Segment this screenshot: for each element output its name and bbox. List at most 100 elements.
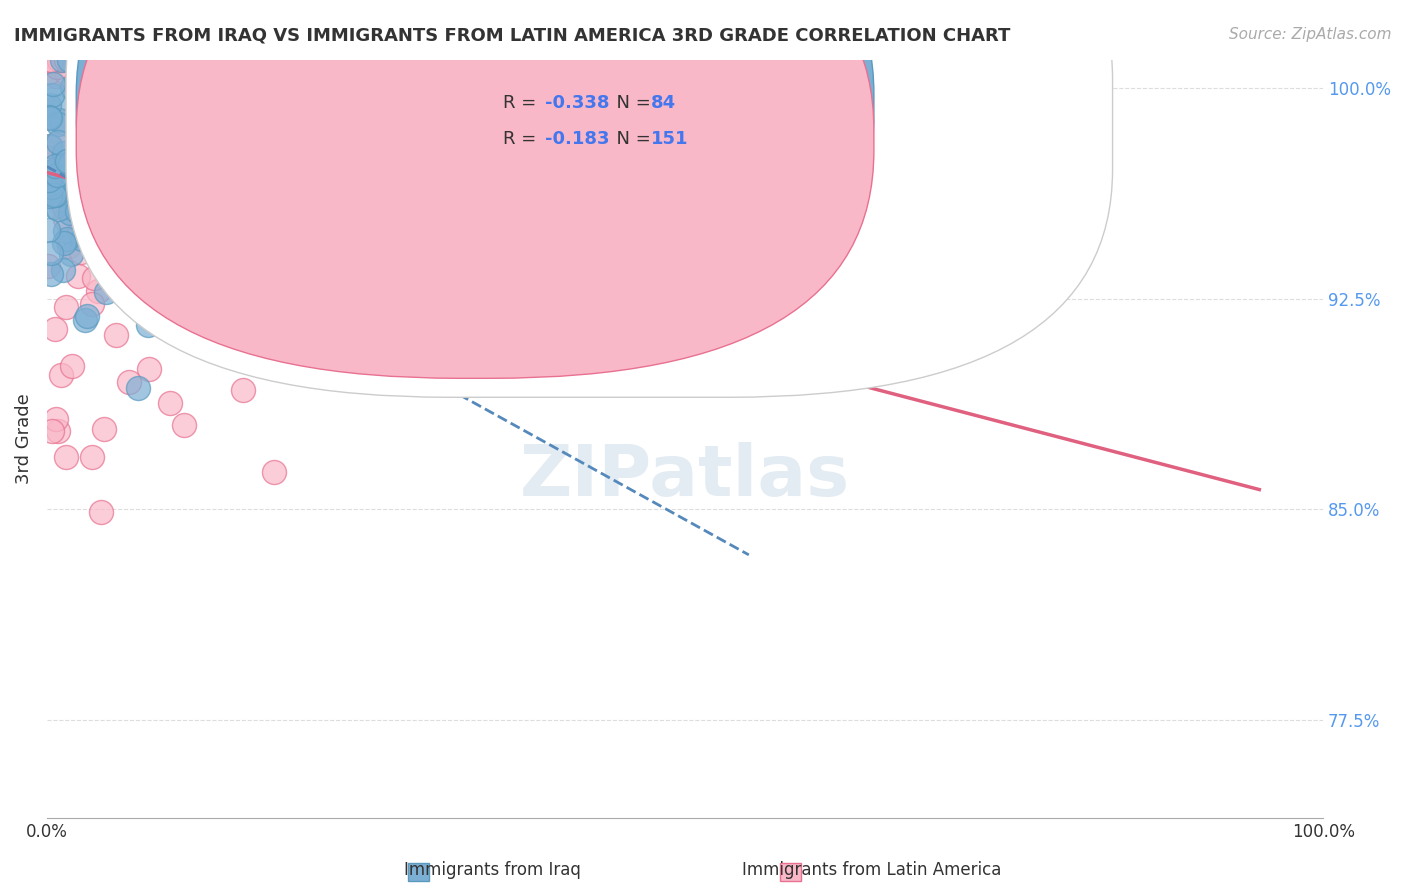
Point: [76, 80, 98, 95]
Point: [90, 505, 112, 519]
Point: [39, 53, 62, 67]
Point: [41, 87, 63, 102]
Point: [115, 151, 138, 165]
Point: [146, 53, 169, 67]
Point: [125, 166, 148, 180]
Point: [98, 89, 121, 103]
Point: [103, 140, 125, 154]
Point: [135, 77, 157, 91]
Point: [127, 53, 149, 67]
Point: [132, 138, 155, 153]
Point: [146, 53, 169, 67]
Point: [73, 145, 96, 160]
Point: [65, 78, 87, 92]
Point: [38, 173, 60, 187]
Point: [44, 200, 66, 214]
Point: [157, 111, 180, 125]
Point: [179, 244, 201, 258]
Point: [53, 146, 76, 161]
Point: [267, 300, 290, 314]
Point: [166, 182, 188, 196]
Point: [212, 241, 235, 255]
Point: [416, 92, 439, 106]
Point: [131, 124, 153, 138]
Point: [205, 226, 228, 240]
Point: [506, 276, 529, 290]
Point: [52, 263, 75, 277]
Point: [83, 231, 105, 245]
Point: [190, 316, 212, 330]
Point: [41, 425, 63, 439]
Point: [233, 211, 256, 225]
Point: [232, 383, 254, 397]
Point: [48, 112, 70, 127]
Point: [108, 53, 131, 67]
Point: [39, 267, 62, 281]
Point: [46, 186, 69, 201]
Point: [39, 111, 62, 125]
Point: [159, 395, 181, 409]
Point: [87, 250, 110, 264]
Point: [141, 157, 163, 171]
Text: -0.338: -0.338: [544, 94, 609, 112]
Point: [39, 189, 62, 203]
Text: N =: N =: [605, 94, 657, 112]
Point: [82, 178, 104, 192]
Point: [316, 292, 339, 306]
Point: [242, 320, 264, 334]
Point: [44, 322, 66, 336]
Point: [59, 247, 82, 261]
Point: [285, 252, 308, 266]
Point: [44, 159, 66, 173]
Point: [127, 381, 149, 395]
Point: [69, 188, 91, 202]
Point: [37, 53, 59, 67]
Point: [91, 62, 114, 76]
Point: [56, 67, 79, 81]
Point: [38, 64, 60, 78]
Point: [55, 450, 77, 465]
Point: [69, 151, 91, 165]
Point: [46, 161, 69, 175]
Point: [75, 193, 97, 207]
Point: [76, 208, 98, 222]
Point: [180, 257, 202, 271]
Text: -0.183: -0.183: [544, 130, 609, 148]
Point: [176, 276, 198, 290]
Point: [115, 129, 138, 144]
Point: [118, 376, 141, 390]
Point: [82, 186, 104, 201]
Point: [83, 120, 105, 134]
Point: [259, 231, 281, 245]
Point: [82, 450, 104, 465]
Point: [45, 99, 67, 113]
Point: [52, 235, 75, 250]
Text: IMMIGRANTS FROM IRAQ VS IMMIGRANTS FROM LATIN AMERICA 3RD GRADE CORRELATION CHAR: IMMIGRANTS FROM IRAQ VS IMMIGRANTS FROM …: [14, 27, 1011, 45]
Point: [83, 160, 105, 174]
Point: [167, 121, 190, 136]
Point: [229, 276, 252, 290]
Point: [70, 244, 93, 259]
Text: Immigrants from Latin America: Immigrants from Latin America: [742, 861, 1001, 879]
Point: [55, 153, 77, 168]
Point: [39, 245, 62, 260]
Point: [122, 126, 145, 140]
Point: [112, 53, 135, 67]
Point: [120, 185, 142, 199]
Point: [173, 418, 195, 433]
Point: [405, 206, 427, 220]
Point: [55, 300, 77, 314]
Point: [63, 162, 86, 177]
Point: [39, 53, 62, 67]
Point: [46, 163, 69, 178]
Point: [257, 264, 280, 278]
Point: [111, 269, 134, 284]
Point: [262, 282, 284, 296]
Point: [46, 53, 69, 67]
Point: [60, 359, 83, 373]
Point: [163, 176, 186, 190]
Point: [55, 170, 77, 185]
Point: [145, 89, 167, 103]
Point: [42, 187, 65, 202]
Point: [167, 231, 190, 245]
